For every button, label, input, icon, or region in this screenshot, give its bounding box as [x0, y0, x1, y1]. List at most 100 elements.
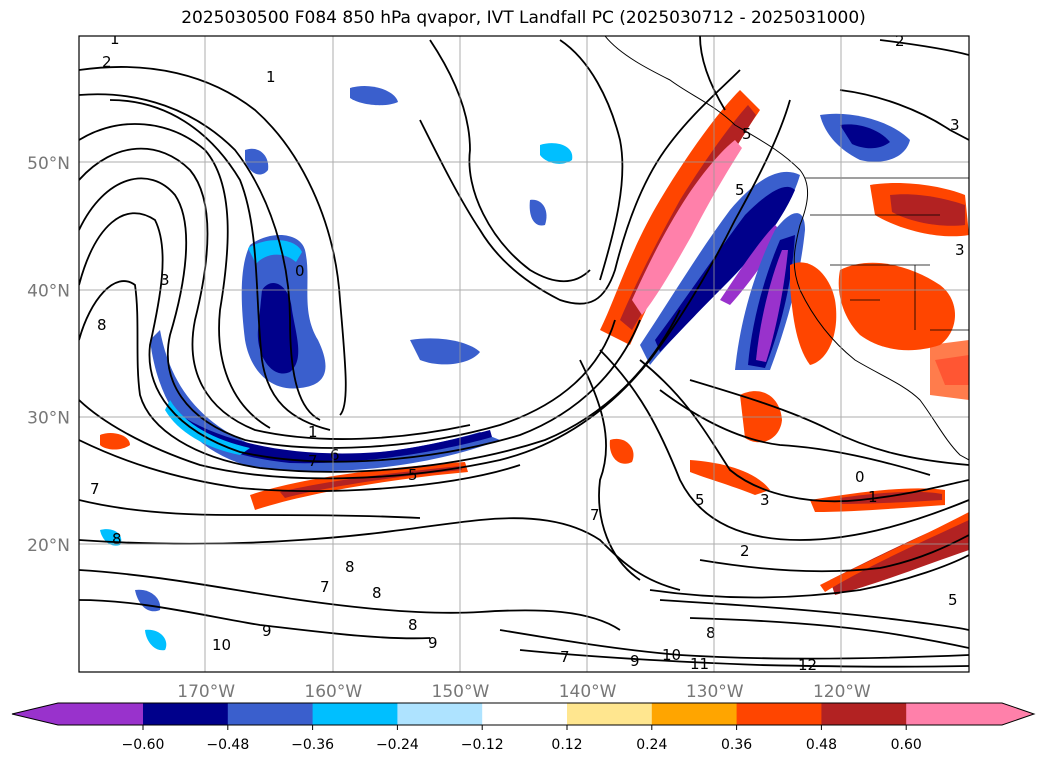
- y-axis-ticks: 50°N 40°N 30°N 20°N: [27, 154, 70, 556]
- state-borders: [805, 177, 969, 331]
- contour-label: 6: [330, 446, 340, 464]
- neg-blob-central-edge: [248, 240, 302, 264]
- pos-streak-se-outer: [820, 512, 969, 592]
- neg-jet-arc-light: [165, 400, 250, 455]
- contour-label: 5: [735, 181, 745, 199]
- contour-label: 5: [742, 125, 752, 143]
- neg-patch-bottom-2: [145, 629, 167, 651]
- colorbar-swatch: [651, 703, 738, 725]
- y-tick-label: 20°N: [27, 536, 70, 556]
- colorbar-extend-min: [12, 703, 143, 725]
- colorbar-swatch: [736, 703, 822, 725]
- contour-label: 1: [110, 30, 120, 48]
- y-tick-label: 30°N: [27, 409, 70, 429]
- neg-north-4: [529, 199, 547, 226]
- x-tick-label: 160°W: [304, 682, 362, 702]
- colorbar-swatch: [143, 703, 229, 725]
- contour-lines: [79, 36, 969, 668]
- contour-label: 7: [590, 506, 600, 524]
- colorbar-extend-max: [906, 703, 1034, 725]
- neg-band-coast-violet: [756, 250, 788, 362]
- contour-label: 1: [308, 423, 318, 441]
- colorbar-swatch: [567, 703, 653, 725]
- contour-label: 5: [948, 591, 958, 609]
- neg-band-ne-violet: [720, 225, 782, 305]
- x-axis-ticks: 170°W 160°W 150°W 140°W 130°W 120°W: [177, 682, 871, 702]
- pos-patch-115: [100, 433, 130, 450]
- contour-label: 3: [950, 116, 960, 134]
- contour-label: 8: [112, 530, 122, 548]
- colorbar-tick-label: 0.12: [551, 737, 582, 753]
- coastline: [604, 36, 969, 461]
- contour-label: 5: [408, 466, 418, 484]
- pos-coastal-2: [838, 262, 955, 351]
- colorbar-swatch: [821, 703, 907, 725]
- contour-label: 3: [955, 241, 965, 259]
- contour-label: 3: [760, 491, 770, 509]
- colorbar: −0.60 −0.48 −0.36 −0.24 −0.12 0.12 0.24 0.36 0.4…: [11, 702, 1036, 753]
- neg-blob-central-core: [257, 282, 299, 374]
- colorbar-swatch: [482, 703, 568, 725]
- neg-ne-cluster-core: [840, 124, 890, 149]
- colorbar-tick-label: −0.12: [461, 737, 504, 753]
- pos-streak-right-dark: [840, 491, 942, 504]
- pos-patch-610: [609, 438, 634, 464]
- colorbar-outline: [11, 702, 1036, 726]
- y-tick-label: 40°N: [27, 281, 70, 301]
- x-tick-label: 130°W: [686, 682, 744, 702]
- colorbar-tick-label: 0.24: [636, 737, 667, 753]
- neg-north-3: [540, 143, 573, 164]
- colorbar-tick-label: −0.36: [291, 737, 334, 753]
- contour-label: 0: [295, 262, 305, 280]
- contour-label: 11: [690, 655, 709, 673]
- contour-label: 10: [212, 636, 231, 654]
- pos-coastal-3-dark: [890, 194, 965, 226]
- colorbar-tick-label: −0.24: [376, 737, 419, 753]
- neg-jet-arc-core: [185, 418, 492, 464]
- colorbar-tick-label: 0.48: [806, 737, 837, 753]
- contour-label: 8: [706, 624, 716, 642]
- contour-label: 7: [308, 452, 318, 470]
- contour-label: 9: [630, 652, 640, 670]
- contour-label: 10: [662, 646, 681, 664]
- contour-label: 3: [160, 271, 170, 289]
- contour-label: 12: [798, 656, 817, 674]
- contour-label: 8: [372, 584, 382, 602]
- gridlines: [79, 36, 969, 672]
- contour-label: 7: [90, 480, 100, 498]
- contour-labels: 1 2 1 0 3 8 1 6 7 5 7 8 8 7 8 8 9 9 10 7…: [90, 30, 965, 674]
- colorbar-swatch: [397, 703, 483, 725]
- contour-label: 9: [262, 622, 272, 640]
- contour-label: 0: [855, 468, 865, 486]
- contour-label: 1: [266, 68, 276, 86]
- contour-label: 8: [345, 558, 355, 576]
- neg-band-ne-core: [655, 186, 795, 352]
- colorbar-tick-label: −0.48: [206, 737, 249, 753]
- x-tick-label: 120°W: [813, 682, 871, 702]
- x-tick-label: 170°W: [177, 682, 235, 702]
- contour-label: 2: [740, 542, 750, 560]
- colorbar-tick-label: 0.36: [721, 737, 752, 753]
- x-tick-label: 140°W: [559, 682, 617, 702]
- colorbar-tick-label: −0.60: [122, 737, 165, 753]
- contour-label: 8: [408, 616, 418, 634]
- contour-label: 7: [320, 578, 330, 596]
- pos-right-edge: [930, 340, 969, 400]
- plot-frame: [78, 35, 970, 673]
- contour-label: 2: [895, 32, 905, 50]
- colorbar-swatch: [312, 703, 398, 725]
- contour-label: 2: [102, 53, 112, 71]
- chart-title: 2025030500 F084 850 hPa qvapor, IVT Land…: [181, 8, 866, 28]
- contour-label: 8: [97, 316, 107, 334]
- pos-streak-mid: [690, 460, 770, 495]
- colorbar-swatch: [227, 703, 314, 725]
- x-tick-label: 150°W: [432, 682, 490, 702]
- y-tick-label: 50°N: [27, 154, 70, 174]
- neg-patch-33n: [410, 338, 480, 365]
- contour-label: 5: [695, 491, 705, 509]
- contour-label: 1: [868, 488, 878, 506]
- contour-label: 7: [560, 648, 570, 666]
- neg-north-1: [350, 85, 398, 106]
- colorbar-tick-label: 0.60: [891, 737, 922, 753]
